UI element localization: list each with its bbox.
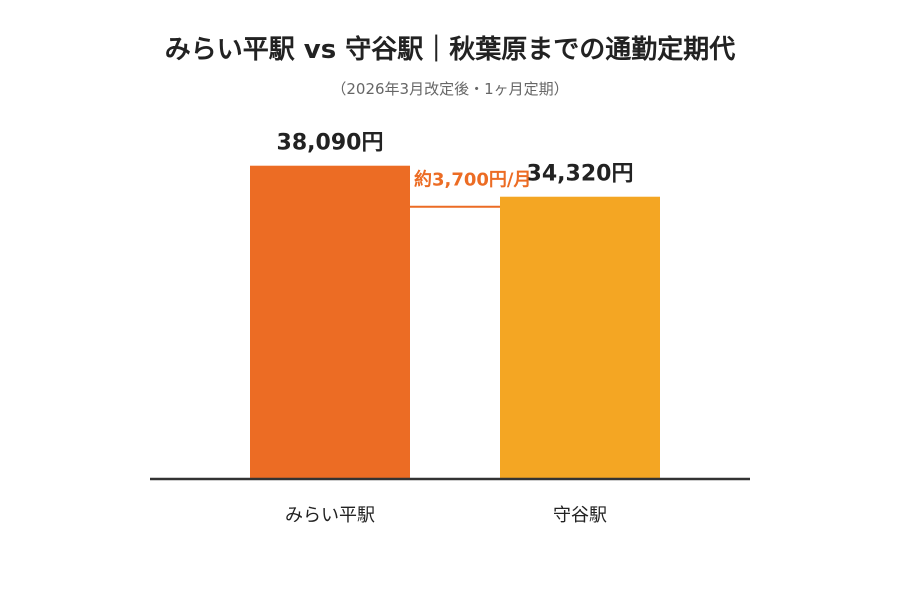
category-label-1: みらい平駅: [285, 505, 375, 526]
bar-1: [250, 165, 410, 479]
value-label-1: 38,090円: [277, 131, 384, 156]
chart-title: みらい平駅 vs 守谷駅｜秋葉原までの通勤定期代: [165, 34, 736, 65]
chart-subtitle: （2026年3月改定後・1ヶ月定期）: [331, 80, 568, 98]
difference-annotation: 約3,700円/月: [410, 169, 532, 208]
category-label-2: 守谷駅: [553, 505, 607, 526]
value-label-2: 34,320円: [527, 162, 634, 187]
difference-label: 約3,700円/月: [414, 169, 532, 191]
bar-2: [500, 196, 660, 479]
